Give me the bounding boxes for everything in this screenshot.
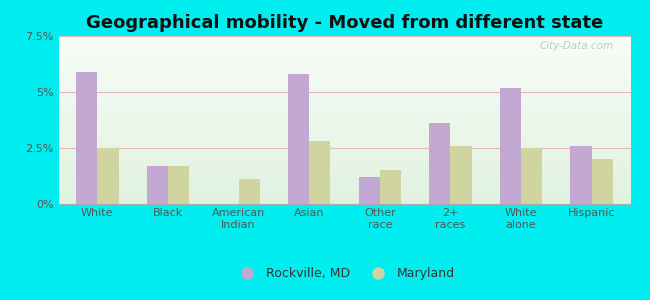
Bar bbox=[359, 177, 380, 204]
Bar bbox=[239, 179, 260, 204]
Bar bbox=[168, 166, 189, 204]
Bar bbox=[429, 123, 450, 204]
Bar bbox=[571, 146, 592, 204]
Bar bbox=[288, 74, 309, 204]
Bar bbox=[380, 170, 401, 204]
Bar bbox=[147, 166, 168, 204]
Text: City-Data.com: City-Data.com bbox=[540, 41, 614, 51]
Bar bbox=[500, 88, 521, 204]
Bar bbox=[521, 148, 542, 204]
Legend: Rockville, MD, Maryland: Rockville, MD, Maryland bbox=[229, 262, 460, 285]
Bar bbox=[450, 146, 472, 204]
Bar bbox=[98, 148, 118, 204]
Bar bbox=[309, 141, 330, 204]
Bar bbox=[592, 159, 613, 204]
Title: Geographical mobility - Moved from different state: Geographical mobility - Moved from diffe… bbox=[86, 14, 603, 32]
Bar bbox=[76, 72, 98, 204]
